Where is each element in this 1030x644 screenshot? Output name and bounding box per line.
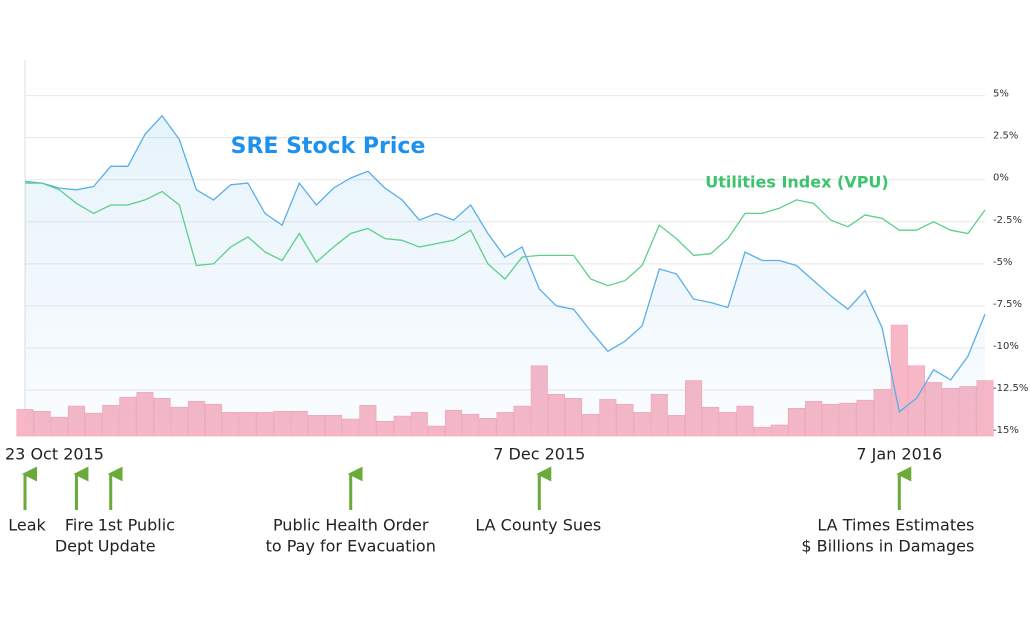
x-tick-label: 7 Jan 2016 <box>856 445 942 464</box>
event-label: LA County Sues <box>475 516 601 535</box>
y-tick-label: -10% <box>993 341 1019 352</box>
event-label: Leak <box>8 516 46 535</box>
area-fill <box>25 115 985 433</box>
event-label: $ Billions in Damages <box>801 537 974 556</box>
event-label: 1st Public <box>98 516 175 535</box>
series-label: Utilities Index (VPU) <box>705 173 888 192</box>
x-tick-label: 7 Dec 2015 <box>493 445 585 464</box>
event-label: LA Times Estimates <box>817 516 974 535</box>
event-label: Dept <box>55 537 94 556</box>
line <box>25 182 986 287</box>
y-tick-label: -12.5% <box>993 383 1028 394</box>
y-tick-label: -15% <box>993 425 1019 436</box>
y-tick-label: -5% <box>993 257 1012 268</box>
event-label: Public Health Order <box>273 516 429 535</box>
series-label: SRE Stock Price <box>231 134 426 159</box>
y-tick-label: 0% <box>993 173 1009 184</box>
y-tick-label: 2.5% <box>993 131 1018 142</box>
event-label: Fire <box>65 516 94 535</box>
y-tick-label: -7.5% <box>993 299 1022 310</box>
event-label: Update <box>98 537 156 556</box>
x-tick-label: 23 Oct 2015 <box>5 445 104 464</box>
event-label: to Pay for Evacuation <box>266 537 436 556</box>
y-tick-label: 5% <box>993 89 1009 100</box>
y-tick-label: -2.5% <box>993 215 1022 226</box>
line <box>24 114 986 413</box>
